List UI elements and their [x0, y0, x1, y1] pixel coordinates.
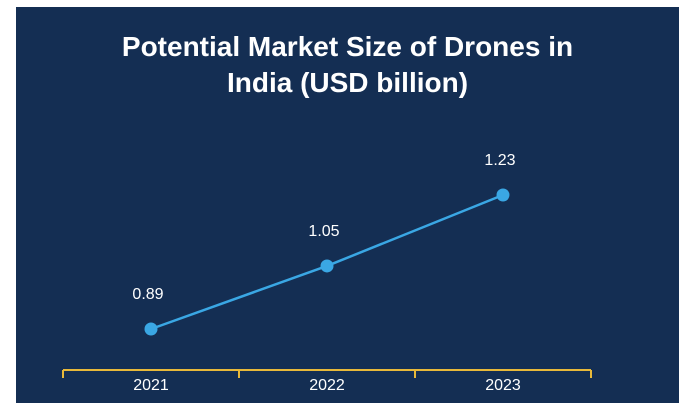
chart-background: Potential Market Size of Drones in India…: [16, 7, 679, 403]
x-tick-label: 2021: [133, 377, 169, 394]
x-axis: 2021 2022 2023: [62, 369, 592, 394]
x-tick-label: 2022: [309, 377, 345, 394]
data-label: 1.05: [308, 223, 339, 240]
chart-title-line-1: Potential Market Size of Drones in: [121, 31, 574, 62]
data-labels: 0.89 1.05 1.23: [132, 152, 515, 303]
data-point: [496, 188, 510, 202]
data-label: 0.89: [132, 286, 163, 303]
data-points: [144, 188, 510, 336]
chart-title-line-2: India (USD billion): [226, 67, 469, 98]
x-tick-label: 2023: [485, 377, 521, 394]
data-point: [320, 259, 334, 273]
data-label: 1.23: [484, 152, 515, 169]
data-point: [144, 322, 158, 336]
chart-title: Potential Market Size of Drones in India…: [16, 29, 679, 101]
